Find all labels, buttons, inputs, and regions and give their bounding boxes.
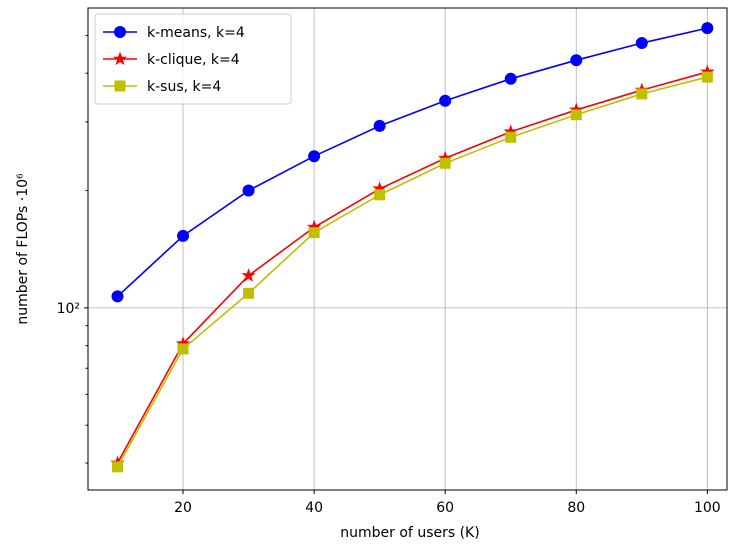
marker [701, 22, 714, 35]
marker [504, 72, 517, 85]
marker [373, 119, 386, 132]
legend-label: k-sus, k=4 [147, 79, 221, 95]
marker [439, 94, 452, 107]
marker [700, 64, 715, 78]
x-tick-label: 60 [436, 500, 454, 516]
x-axis-label: number of users (K) [340, 525, 479, 541]
marker [112, 51, 128, 66]
marker [570, 54, 583, 67]
marker [177, 343, 189, 355]
marker [242, 184, 255, 197]
marker [569, 102, 584, 116]
marker [307, 219, 322, 234]
marker [635, 37, 648, 50]
marker [114, 26, 126, 38]
marker [570, 109, 582, 121]
marker [175, 336, 191, 350]
x-tick-label: 40 [305, 500, 323, 516]
x-tick-label: 80 [567, 500, 585, 516]
marker [241, 268, 256, 282]
x-tick-label: 20 [174, 500, 192, 516]
plot-frame [87, 7, 728, 491]
legend-label: k-clique, k=4 [147, 52, 240, 68]
marker [372, 181, 387, 195]
y-tick-label: 10² [57, 301, 80, 317]
legend-label: k-means, k=4 [147, 25, 245, 41]
x-tick-label: 100 [694, 500, 721, 516]
marker [636, 88, 648, 100]
marker [114, 80, 126, 92]
legend: k-means, k=4 k-clique, k=4 k-sus, k=4 [94, 13, 292, 105]
marker [243, 287, 255, 299]
marker [439, 157, 451, 169]
marker [503, 124, 518, 138]
marker [111, 461, 123, 473]
legend-box [94, 13, 292, 105]
marker [308, 227, 320, 239]
series-line [116, 76, 708, 468]
marker [505, 131, 517, 143]
marker [374, 189, 386, 201]
marker [177, 229, 190, 242]
marker [111, 290, 124, 303]
marker [308, 150, 321, 163]
series-line [116, 71, 708, 464]
series-line [116, 27, 708, 298]
marker [438, 150, 453, 165]
marker [701, 71, 713, 83]
y-axis-label: number of FLOPs ·10⁶ [15, 173, 31, 325]
